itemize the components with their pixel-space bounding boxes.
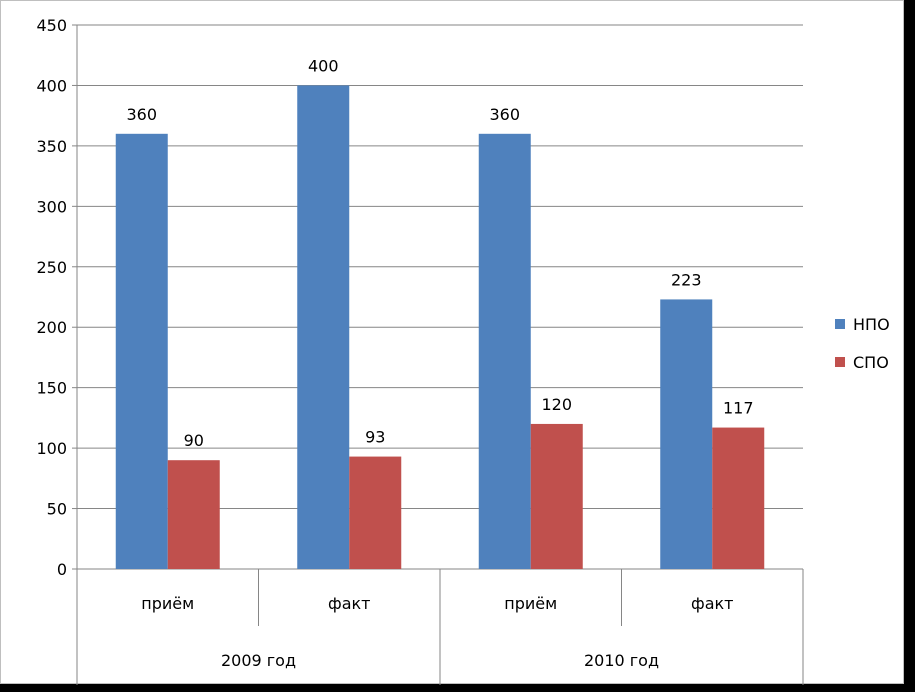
y-tick-label: 450 xyxy=(36,16,67,35)
bar-НПО-1 xyxy=(297,85,350,569)
data-label: 117 xyxy=(723,399,754,418)
y-tick-label: 250 xyxy=(36,258,67,277)
category-label: факт xyxy=(328,594,370,613)
data-label: 400 xyxy=(308,56,339,75)
y-tick-label: 300 xyxy=(36,197,67,216)
y-tick-label: 400 xyxy=(36,76,67,95)
data-label: 360 xyxy=(126,105,157,124)
bar-СПО-2 xyxy=(530,423,583,569)
group-label: 2009 год xyxy=(221,651,296,670)
category-label: приём xyxy=(504,594,557,613)
group-label: 2010 год xyxy=(584,651,659,670)
bar-СПО-3 xyxy=(712,427,765,569)
bar-НПО-2 xyxy=(478,133,531,570)
data-label: 93 xyxy=(365,428,385,447)
data-label: 223 xyxy=(671,270,702,289)
bar-СПО-1 xyxy=(349,456,402,569)
bar-НПО-0 xyxy=(115,133,168,570)
legend-swatch-СПО xyxy=(835,357,845,367)
bar-НПО-3 xyxy=(660,299,713,569)
chart-panel: 0 50 100 150 200 250 300 350 400 450 360 400 360 223 9… xyxy=(0,0,904,685)
y-tick-label: 0 xyxy=(57,560,67,579)
category-label: приём xyxy=(141,594,194,613)
y-tick-label: 350 xyxy=(36,137,67,156)
bar-chart: 0 50 100 150 200 250 300 350 400 450 360 400 360 223 9… xyxy=(36,16,890,685)
legend-swatch-НПО xyxy=(835,319,845,329)
legend-label: СПО xyxy=(853,353,889,372)
y-tick-label: 100 xyxy=(36,439,67,458)
data-label: 360 xyxy=(489,105,520,124)
y-tick-label: 150 xyxy=(36,379,67,398)
y-tick-label: 50 xyxy=(47,500,67,519)
data-label: 120 xyxy=(541,395,572,414)
category-label: факт xyxy=(691,594,733,613)
data-label: 90 xyxy=(184,431,204,450)
legend-label: НПО xyxy=(853,315,890,334)
y-tick-label: 200 xyxy=(36,318,67,337)
bar-СПО-0 xyxy=(167,460,220,569)
